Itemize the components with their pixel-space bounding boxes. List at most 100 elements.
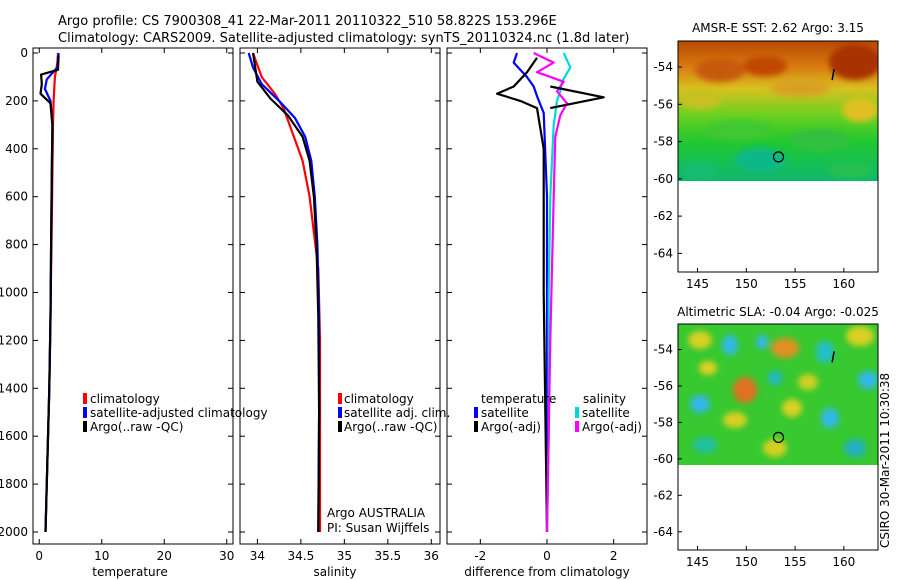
series-line bbox=[247, 52, 321, 533]
temperature-legend: climatology satellite-adjusted climatolo… bbox=[83, 392, 268, 434]
legend-label-argo: Argo(..raw -QC) bbox=[344, 420, 437, 434]
x-tick-label: 145 bbox=[686, 277, 709, 291]
y-tick-label: -54 bbox=[653, 60, 673, 74]
x-tick-label: 150 bbox=[735, 277, 758, 291]
x-tick-label: 145 bbox=[686, 555, 709, 569]
difference-legend: temperature salinity satellite Argo(-adj… bbox=[474, 392, 642, 434]
y-tick-label: -58 bbox=[653, 415, 673, 429]
sla-heatmap bbox=[678, 324, 878, 465]
x-tick-label: 160 bbox=[832, 277, 855, 291]
y-tick-label: 200 bbox=[5, 94, 28, 108]
y-tick-label: 2000 bbox=[0, 525, 28, 539]
float-location-marker bbox=[772, 431, 785, 443]
sst-texture bbox=[680, 44, 878, 179]
y-tick-label: 0 bbox=[20, 46, 28, 60]
series-line bbox=[512, 52, 549, 532]
float-track bbox=[831, 68, 835, 81]
salinity-legend: climatology satellite adj. clim. Argo(..… bbox=[338, 392, 450, 434]
series-line bbox=[251, 52, 322, 532]
x-tick-label: 0 bbox=[35, 549, 43, 563]
sla-map-axes-ticks: 145 150 155 160 -54 -56 -58 -60 -62 -64 bbox=[653, 343, 855, 569]
sla-map-title: Altimetric SLA: -0.04 Argo: -0.025 bbox=[677, 305, 879, 319]
salinity-xlabel: salinity bbox=[313, 565, 356, 579]
difference-xlabel: difference from climatology bbox=[464, 565, 630, 579]
legend-title-temperature: temperature bbox=[481, 392, 556, 406]
y-tick-label: -54 bbox=[653, 343, 673, 357]
x-tick-label: 160 bbox=[832, 555, 855, 569]
y-tick-label: -64 bbox=[653, 525, 673, 539]
series-line bbox=[545, 52, 572, 533]
temperature-axes bbox=[32, 47, 234, 545]
y-tick-label: -58 bbox=[653, 135, 673, 149]
temperature-plot: 0 10 20 30 0 200 400 600 800 1000 1200 1400 1600 1800… bbox=[0, 46, 234, 563]
legend-label-climatology: climatology bbox=[344, 392, 414, 406]
y-tick-label: -56 bbox=[653, 379, 673, 393]
float-location-marker bbox=[772, 151, 785, 163]
legend-swatch-climatology bbox=[83, 393, 87, 404]
series-line bbox=[495, 57, 549, 533]
x-tick-label: 36 bbox=[424, 549, 439, 563]
temperature-xlabel: temperature bbox=[92, 565, 167, 579]
legend-label-argo: Argo(..raw -QC) bbox=[90, 420, 183, 434]
salinity-axes bbox=[239, 47, 441, 545]
x-tick-label: 35.5 bbox=[374, 549, 401, 563]
header-line-2: Climatology: CARS2009. Satellite-adjuste… bbox=[58, 31, 630, 46]
legend-swatch-climatology bbox=[338, 393, 342, 404]
y-tick-label: -62 bbox=[653, 488, 673, 502]
legend-swatch-sal-argo bbox=[575, 421, 579, 432]
y-tick-label: -62 bbox=[653, 209, 673, 223]
legend-title-salinity: salinity bbox=[583, 392, 626, 406]
salinity-plot: 34 34.5 35 35.5 36 bbox=[240, 48, 440, 563]
x-tick-label: 35 bbox=[337, 549, 352, 563]
series-line bbox=[39, 55, 60, 533]
sla-texture bbox=[688, 326, 878, 457]
sst-map-axes bbox=[677, 40, 879, 273]
header-line-1: Argo profile: CS 7900308_41 22-Mar-2011 … bbox=[58, 14, 557, 29]
y-tick-label: 600 bbox=[5, 190, 28, 204]
sst-map-title: AMSR-E SST: 2.62 Argo: 3.15 bbox=[692, 21, 864, 35]
float-track bbox=[831, 351, 835, 363]
y-tick-label: -64 bbox=[653, 246, 673, 260]
y-tick-label: 1200 bbox=[0, 333, 28, 347]
legend-label-satellite: satellite adj. clim. bbox=[344, 406, 450, 420]
y-tick-label: 400 bbox=[5, 142, 28, 156]
y-tick-label: -56 bbox=[653, 97, 673, 111]
legend-label-sal-argo: Argo(-adj) bbox=[582, 420, 642, 434]
series-line bbox=[533, 52, 569, 533]
series-line bbox=[550, 85, 605, 110]
y-tick-label: 1000 bbox=[0, 286, 28, 300]
legend-swatch-argo bbox=[338, 421, 342, 432]
sst-map-axes-ticks: 145 150 155 160 -54 -56 -58 -60 -62 -64 bbox=[653, 60, 855, 291]
y-tick-label: -60 bbox=[653, 172, 673, 186]
x-tick-label: 20 bbox=[157, 549, 172, 563]
legend-label-climatology: climatology bbox=[90, 392, 160, 406]
x-tick-label: 2 bbox=[610, 549, 618, 563]
y-tick-label: 1400 bbox=[0, 381, 28, 395]
pi-note: PI: Susan Wijffels bbox=[327, 521, 429, 535]
legend-swatch-satellite bbox=[338, 407, 342, 418]
argo-program-note: Argo AUSTRALIA bbox=[327, 506, 426, 520]
x-tick-label: 0 bbox=[543, 549, 551, 563]
y-tick-label: -60 bbox=[653, 452, 673, 466]
legend-swatch-argo bbox=[83, 421, 87, 432]
x-tick-label: 34.5 bbox=[288, 549, 315, 563]
y-tick-label: 800 bbox=[5, 238, 28, 252]
legend-label-temp-argo: Argo(-adj) bbox=[481, 420, 541, 434]
x-tick-label: 155 bbox=[784, 555, 807, 569]
sst-heatmap bbox=[678, 41, 878, 181]
y-tick-label: 1600 bbox=[0, 429, 28, 443]
y-tick-label: 1800 bbox=[0, 477, 28, 491]
timestamp-stamp: CSIRO 30-Mar-2011 10:30:38 bbox=[878, 373, 892, 548]
legend-swatch-satellite bbox=[83, 407, 87, 418]
sla-map-axes bbox=[677, 323, 879, 551]
x-tick-label: 155 bbox=[784, 277, 807, 291]
legend-swatch-temp-satellite bbox=[474, 407, 478, 418]
legend-swatch-temp-argo bbox=[474, 421, 478, 432]
x-tick-label: 30 bbox=[219, 549, 234, 563]
x-tick-label: 10 bbox=[94, 549, 109, 563]
x-tick-label: 34 bbox=[250, 549, 265, 563]
legend-label-satellite: satellite-adjusted climatology bbox=[90, 406, 268, 420]
legend-swatch-sal-satellite bbox=[575, 407, 579, 418]
legend-label-temp-satellite: satellite bbox=[481, 406, 529, 420]
